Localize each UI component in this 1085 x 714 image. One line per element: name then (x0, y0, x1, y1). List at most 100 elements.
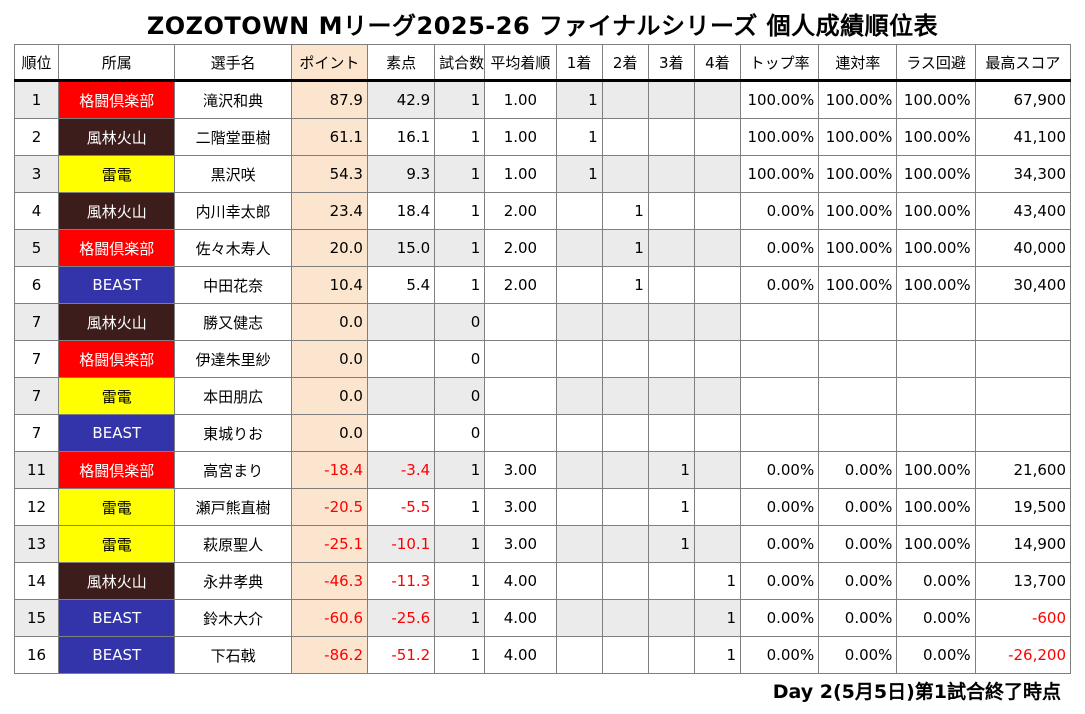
cell-games: 0 (434, 340, 486, 378)
cell-rentai: 100.00% (818, 80, 898, 119)
cell-las-avoid: 100.00% (896, 80, 976, 119)
cell-p1 (555, 562, 603, 600)
cell-games: 0 (434, 377, 486, 415)
standings-table: 順位 所属 選手名 ポイント 素点 試合数 平均着順 1着 2着 3着 4着 ト… (13, 44, 1072, 674)
cell-name: 下石戟 (174, 636, 292, 674)
cell-p2 (601, 80, 649, 119)
cell-team: 雷電 (58, 525, 176, 563)
cell-avg (484, 303, 557, 341)
cell-high: -26,200 (974, 636, 1072, 674)
cell-points: 87.9 (290, 80, 368, 119)
cell-p1 (555, 451, 603, 489)
cell-las-avoid: 100.00% (896, 488, 976, 526)
cell-rentai: 0.00% (818, 599, 898, 637)
cell-p1: 1 (555, 118, 603, 156)
cell-avg: 4.00 (484, 562, 557, 600)
cell-team: 雷電 (58, 488, 176, 526)
cell-rank: 2 (13, 118, 60, 156)
cell-rank: 15 (13, 599, 60, 637)
table-row: 7 風林火山 勝又健志 0.0 0 (13, 303, 1072, 341)
cell-top-rate: 0.00% (739, 599, 820, 637)
cell-p4 (693, 266, 742, 304)
cell-las-avoid: 0.00% (896, 599, 976, 637)
cell-p4 (693, 229, 742, 267)
cell-rank: 5 (13, 229, 60, 267)
cell-p1 (555, 377, 603, 415)
cell-points: 0.0 (290, 414, 368, 452)
cell-raw: -25.6 (366, 599, 436, 637)
cell-rank: 7 (13, 303, 60, 341)
cell-team: 風林火山 (58, 192, 176, 230)
cell-rank: 16 (13, 636, 60, 674)
table-row: 12 雷電 瀬戸熊直樹 -20.5 -5.5 1 3.00 1 0.00% 0.00% 100.00… (13, 488, 1072, 526)
cell-raw: 15.0 (366, 229, 436, 267)
col-header-name: 選手名 (174, 44, 292, 81)
cell-p3 (647, 414, 695, 452)
table-row: 7 BEAST 東城りお 0.0 0 (13, 414, 1072, 452)
table-header-row: 順位 所属 選手名 ポイント 素点 試合数 平均着順 1着 2着 3着 4着 ト… (13, 44, 1072, 81)
cell-raw (366, 303, 436, 341)
page-title: ZOZOTOWN Mリーグ2025-26 ファイナルシリーズ 個人成績順位表 (146, 12, 939, 40)
cell-high (974, 414, 1072, 452)
cell-las-avoid (896, 303, 976, 341)
cell-avg: 4.00 (484, 599, 557, 637)
col-header-high: 最高スコア (974, 44, 1072, 81)
cell-name: 本田朋広 (174, 377, 292, 415)
cell-games: 1 (434, 80, 486, 119)
cell-p3 (647, 340, 695, 378)
cell-rentai: 100.00% (818, 192, 898, 230)
cell-raw: 9.3 (366, 155, 436, 193)
cell-p4: 1 (693, 599, 742, 637)
cell-p2: 1 (601, 266, 649, 304)
cell-p4 (693, 488, 742, 526)
cell-p4 (693, 525, 742, 563)
cell-high: 19,500 (974, 488, 1072, 526)
table-row: 14 風林火山 永井孝典 -46.3 -11.3 1 4.00 1 0.00% 0.00% 0.00… (13, 562, 1072, 600)
cell-name: 萩原聖人 (174, 525, 292, 563)
table-row: 6 BEAST 中田花奈 10.4 5.4 1 2.00 1 0.00% 100.00% 100.0… (13, 266, 1072, 304)
cell-p1: 1 (555, 155, 603, 193)
col-header-p2: 2着 (601, 44, 649, 81)
cell-p2 (601, 303, 649, 341)
cell-points: 0.0 (290, 303, 368, 341)
cell-p4 (693, 192, 742, 230)
cell-p3 (647, 118, 695, 156)
cell-high: 13,700 (974, 562, 1072, 600)
cell-team: 格闘倶楽部 (58, 451, 176, 489)
cell-top-rate: 0.00% (739, 525, 820, 563)
cell-p1 (555, 266, 603, 304)
cell-p1 (555, 414, 603, 452)
cell-avg: 1.00 (484, 118, 557, 156)
cell-points: 20.0 (290, 229, 368, 267)
cell-games: 1 (434, 118, 486, 156)
cell-points: 10.4 (290, 266, 368, 304)
col-header-games: 試合数 (434, 44, 486, 81)
cell-team: 格闘倶楽部 (58, 340, 176, 378)
cell-rank: 7 (13, 414, 60, 452)
cell-games: 1 (434, 451, 486, 489)
cell-avg (484, 414, 557, 452)
cell-high: 43,400 (974, 192, 1072, 230)
cell-p3 (647, 303, 695, 341)
cell-p3 (647, 155, 695, 193)
cell-team: BEAST (58, 636, 176, 674)
cell-rank: 7 (13, 340, 60, 378)
table-row: 11 格闘倶楽部 高宮まり -18.4 -3.4 1 3.00 1 0.00% 0.00% 100.… (13, 451, 1072, 489)
cell-p4 (693, 118, 742, 156)
cell-top-rate (739, 414, 820, 452)
cell-games: 1 (434, 636, 486, 674)
cell-team: 風林火山 (58, 303, 176, 341)
cell-name: 勝又健志 (174, 303, 292, 341)
cell-top-rate: 0.00% (739, 562, 820, 600)
cell-raw: 42.9 (366, 80, 436, 119)
table-row: 2 風林火山 二階堂亜樹 61.1 16.1 1 1.00 1 100.00% 100.00% 10… (13, 118, 1072, 156)
col-header-avg: 平均着順 (484, 44, 557, 81)
cell-rentai: 100.00% (818, 118, 898, 156)
cell-rank: 7 (13, 377, 60, 415)
col-header-raw: 素点 (366, 44, 436, 81)
cell-p1 (555, 303, 603, 341)
cell-team: 雷電 (58, 155, 176, 193)
cell-games: 1 (434, 192, 486, 230)
cell-p4 (693, 377, 742, 415)
cell-high (974, 303, 1072, 341)
